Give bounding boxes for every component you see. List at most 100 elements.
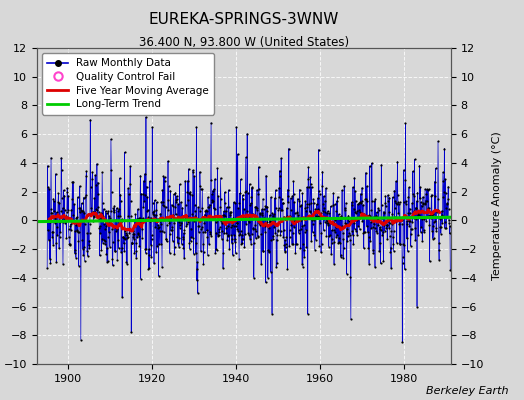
Point	[440, 214, 448, 220]
Point	[116, 198, 125, 204]
Point	[395, 221, 403, 228]
Point	[104, 257, 112, 264]
Point	[440, 188, 448, 195]
Point	[61, 216, 69, 223]
Point	[245, 218, 254, 225]
Point	[172, 199, 181, 206]
Point	[114, 245, 123, 251]
Point	[325, 233, 334, 239]
Point	[361, 229, 369, 235]
Point	[363, 198, 372, 204]
Point	[254, 232, 262, 239]
Point	[276, 173, 285, 179]
Point	[428, 192, 436, 198]
Point	[145, 265, 154, 271]
Point	[438, 208, 446, 214]
Point	[287, 222, 296, 229]
Point	[346, 232, 354, 238]
Point	[431, 218, 440, 224]
Point	[401, 200, 410, 207]
Point	[364, 229, 372, 235]
Point	[375, 207, 383, 214]
Point	[118, 245, 127, 251]
Point	[158, 187, 167, 193]
Point	[251, 204, 259, 210]
Point	[250, 222, 259, 228]
Point	[426, 212, 434, 218]
Point	[59, 219, 68, 225]
Point	[151, 215, 159, 221]
Point	[313, 207, 321, 213]
Point	[313, 213, 322, 219]
Point	[303, 184, 311, 190]
Point	[91, 209, 99, 216]
Point	[43, 227, 52, 234]
Point	[278, 200, 287, 206]
Point	[148, 124, 157, 130]
Point	[292, 240, 300, 247]
Point	[264, 249, 272, 255]
Point	[111, 248, 119, 254]
Point	[412, 198, 421, 204]
Point	[414, 210, 422, 216]
Point	[129, 236, 138, 242]
Point	[91, 172, 100, 178]
Point	[291, 210, 299, 216]
Point	[409, 168, 417, 174]
Point	[244, 232, 253, 238]
Point	[299, 222, 308, 228]
Point	[179, 245, 188, 251]
Point	[137, 220, 145, 226]
Point	[344, 212, 353, 219]
Point	[165, 220, 173, 226]
Point	[199, 261, 208, 267]
Point	[121, 149, 129, 156]
Point	[419, 201, 427, 207]
Point	[445, 217, 453, 223]
Point	[56, 229, 64, 235]
Point	[364, 245, 373, 251]
Point	[83, 212, 91, 218]
Point	[168, 238, 177, 244]
Point	[114, 213, 122, 219]
Point	[195, 208, 204, 215]
Point	[68, 219, 76, 225]
Point	[442, 190, 450, 197]
Point	[328, 236, 336, 242]
Point	[212, 230, 221, 236]
Point	[182, 223, 190, 229]
Point	[97, 236, 106, 243]
Point	[53, 212, 62, 218]
Point	[205, 201, 214, 208]
Point	[256, 210, 264, 216]
Point	[381, 200, 389, 207]
Point	[126, 180, 134, 187]
Point	[101, 226, 109, 232]
Point	[319, 208, 327, 214]
Point	[416, 184, 424, 190]
Point	[123, 234, 131, 241]
Point	[146, 218, 155, 224]
Point	[218, 220, 226, 226]
Point	[315, 213, 324, 220]
Point	[72, 215, 81, 221]
Point	[281, 249, 290, 255]
Point	[293, 209, 301, 216]
Point	[163, 222, 171, 228]
Point	[387, 228, 396, 234]
Point	[140, 178, 148, 184]
Point	[118, 234, 127, 240]
Point	[130, 217, 139, 224]
Point	[94, 209, 103, 216]
Point	[308, 184, 316, 190]
Point	[203, 208, 211, 214]
Point	[202, 216, 210, 223]
Point	[66, 241, 74, 247]
Point	[323, 208, 332, 214]
Point	[345, 222, 353, 228]
Point	[169, 203, 178, 210]
Point	[265, 248, 274, 254]
Point	[73, 194, 82, 200]
Point	[150, 260, 158, 267]
Point	[280, 214, 288, 220]
